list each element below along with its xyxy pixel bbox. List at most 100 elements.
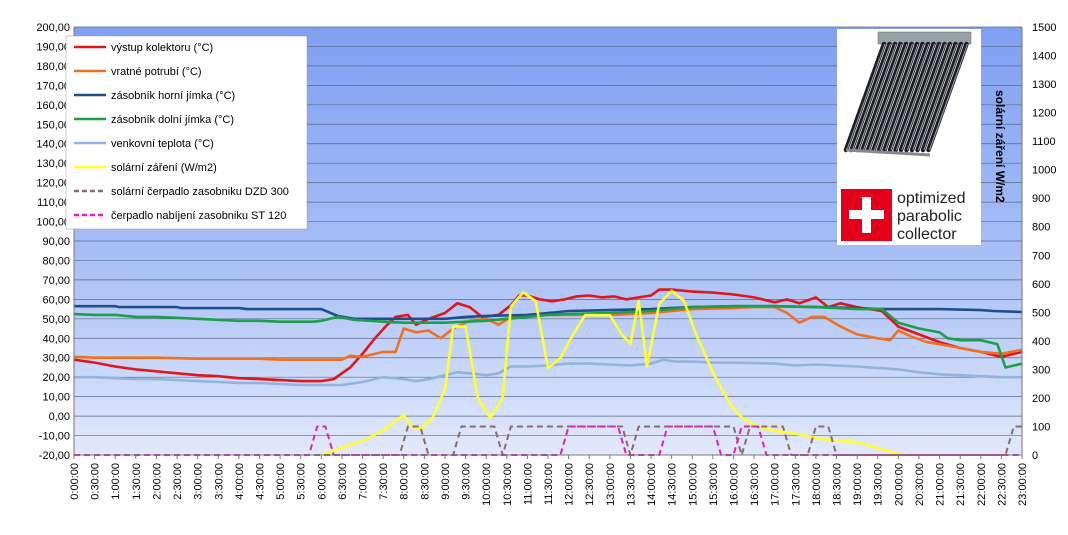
collector-tube <box>882 41 925 153</box>
x-tick-label: 21:00:00 <box>935 463 947 506</box>
x-tick-label: 17:30:00 <box>790 463 802 506</box>
swiss-cross-h <box>849 210 884 219</box>
right-tick-label: 500 <box>1032 307 1050 319</box>
collector-tube <box>849 41 892 153</box>
right-tick-label: 900 <box>1032 193 1050 205</box>
right-tick-label: 1300 <box>1032 79 1056 91</box>
collector-frame <box>845 148 931 157</box>
right-tick-label: 700 <box>1032 250 1050 262</box>
collector-tube <box>871 41 914 153</box>
x-tick-label: 11:00:00 <box>522 463 534 505</box>
legend: výstup kolektoru (°C) vratné potrubí (°C)… <box>65 35 308 230</box>
collector-tube-highlight <box>868 43 908 151</box>
collector-tube <box>893 41 936 153</box>
collector-tube-highlight <box>879 43 919 151</box>
collector-tube-highlight <box>890 43 930 151</box>
right-tick-label: 400 <box>1032 336 1050 348</box>
right-tick-label: 300 <box>1032 364 1050 376</box>
x-tick-label: 3:00:00 <box>193 463 205 500</box>
collector-tube-highlight <box>896 43 935 151</box>
collector-tube <box>843 41 887 153</box>
x-tick-label: 8:30:00 <box>419 463 431 500</box>
x-tick-label: 12:30:00 <box>584 463 596 506</box>
collector-tube <box>865 41 909 153</box>
collector-tube-highlight <box>907 43 946 151</box>
right-tick-label: 200 <box>1032 393 1050 405</box>
collector-tube <box>915 41 958 153</box>
axes: -20,00 -10,00 0,00 10,00 20,00 30,00 40,00 50,0… <box>36 22 1056 506</box>
left-tick-label: 150,00 <box>36 119 70 131</box>
x-tick-label: 7:30:00 <box>378 463 390 500</box>
x-tick-label: 7:00:00 <box>358 463 370 500</box>
left-tick-label: 10,00 <box>42 392 70 404</box>
left-tick-label: 190,00 <box>36 41 70 53</box>
x-tick-label: 3:30:00 <box>213 463 225 500</box>
left-tick-label: 0,00 <box>49 411 70 423</box>
x-tick-label: 16:00:00 <box>728 463 740 506</box>
x-tick-label: 2:30:00 <box>172 463 184 500</box>
x-tick-label: 0:00:00 <box>69 463 81 500</box>
series-line-3 <box>73 304 1023 369</box>
collector-header <box>877 31 972 45</box>
collector-tube-highlight <box>874 43 913 151</box>
x-tick-label: 15:30:00 <box>708 463 720 506</box>
x-tick-label: 5:30:00 <box>296 463 308 500</box>
legend-box <box>65 35 308 230</box>
x-tick-label: 21:30:00 <box>955 463 967 506</box>
legend-label: vratné potrubí (°C) <box>111 66 202 78</box>
collector-tube-highlight <box>929 43 968 151</box>
collector-tube <box>887 41 931 153</box>
right-axis-title: solární záření W/m2 <box>993 90 1007 203</box>
right-tick-label: 0 <box>1032 450 1038 462</box>
x-tick-label: 15:00:00 <box>687 463 699 506</box>
x-tick-label: 6:30:00 <box>337 463 349 500</box>
left-tick-label: 40,00 <box>42 333 70 345</box>
legend-label: solární čerpadlo zasobniku DZD 300 <box>111 186 289 198</box>
collector-tube <box>920 41 964 153</box>
x-tick-label: 18:30:00 <box>832 463 844 506</box>
series-line-5 <box>320 289 907 457</box>
series-line-0 <box>73 288 1023 383</box>
right-tick-label: 100 <box>1032 421 1050 433</box>
right-tick-label: 600 <box>1032 279 1050 291</box>
x-tick-label: 22:00:00 <box>976 463 988 506</box>
x-tick-label: 14:30:00 <box>667 463 679 506</box>
legend-label: čerpadlo nabíjení zasobniku ST 120 <box>111 210 286 222</box>
x-tick-label: 4:00:00 <box>234 463 246 500</box>
logo-text-line3: collector <box>897 226 957 243</box>
x-tick-label: 19:30:00 <box>873 463 885 506</box>
x-tick-label: 6:00:00 <box>316 463 328 500</box>
left-tick-label: 20,00 <box>42 372 70 384</box>
right-tick-label: 1000 <box>1032 165 1056 177</box>
x-tick-label: 17:00:00 <box>770 463 782 506</box>
left-tick-label: 90,00 <box>42 236 70 248</box>
collector-tube-highlight <box>912 43 952 151</box>
left-tick-label: 140,00 <box>36 139 70 151</box>
x-tick-label: 9:30:00 <box>461 463 473 500</box>
left-tick-label: -10,00 <box>39 431 70 443</box>
x-tick-label: 22:30:00 <box>996 463 1008 506</box>
x-tick-label: 10:30:00 <box>502 463 514 506</box>
x-tick-label: 0:30:00 <box>90 463 102 500</box>
collector-tube <box>860 41 903 153</box>
x-tick-label: 14:00:00 <box>646 463 658 506</box>
left-tick-label: 200,00 <box>36 22 70 34</box>
collector-tube-highlight <box>846 43 886 151</box>
left-tick-label: -20,00 <box>39 450 70 462</box>
left-tick-label: 70,00 <box>42 275 70 287</box>
collector-tube <box>854 41 898 153</box>
x-tick-label: 13:30:00 <box>625 463 637 506</box>
x-tick-label: 18:00:00 <box>811 463 823 506</box>
collector-tube-highlight <box>885 43 924 151</box>
x-tick-label: 20:00:00 <box>893 463 905 506</box>
left-tick-label: 130,00 <box>36 158 70 170</box>
x-tick-label: 8:00:00 <box>399 463 411 500</box>
collector-tube-highlight <box>852 43 891 151</box>
legend-label: výstup kolektoru (°C) <box>111 42 213 54</box>
x-tick-label: 20:30:00 <box>914 463 926 506</box>
collector-tube-highlight <box>901 43 941 151</box>
logo-text-line2: parabolic <box>897 208 962 225</box>
right-tick-label: 1400 <box>1032 51 1056 63</box>
collector-tube <box>898 41 942 153</box>
x-tick-label: 1:00:00 <box>110 463 122 500</box>
